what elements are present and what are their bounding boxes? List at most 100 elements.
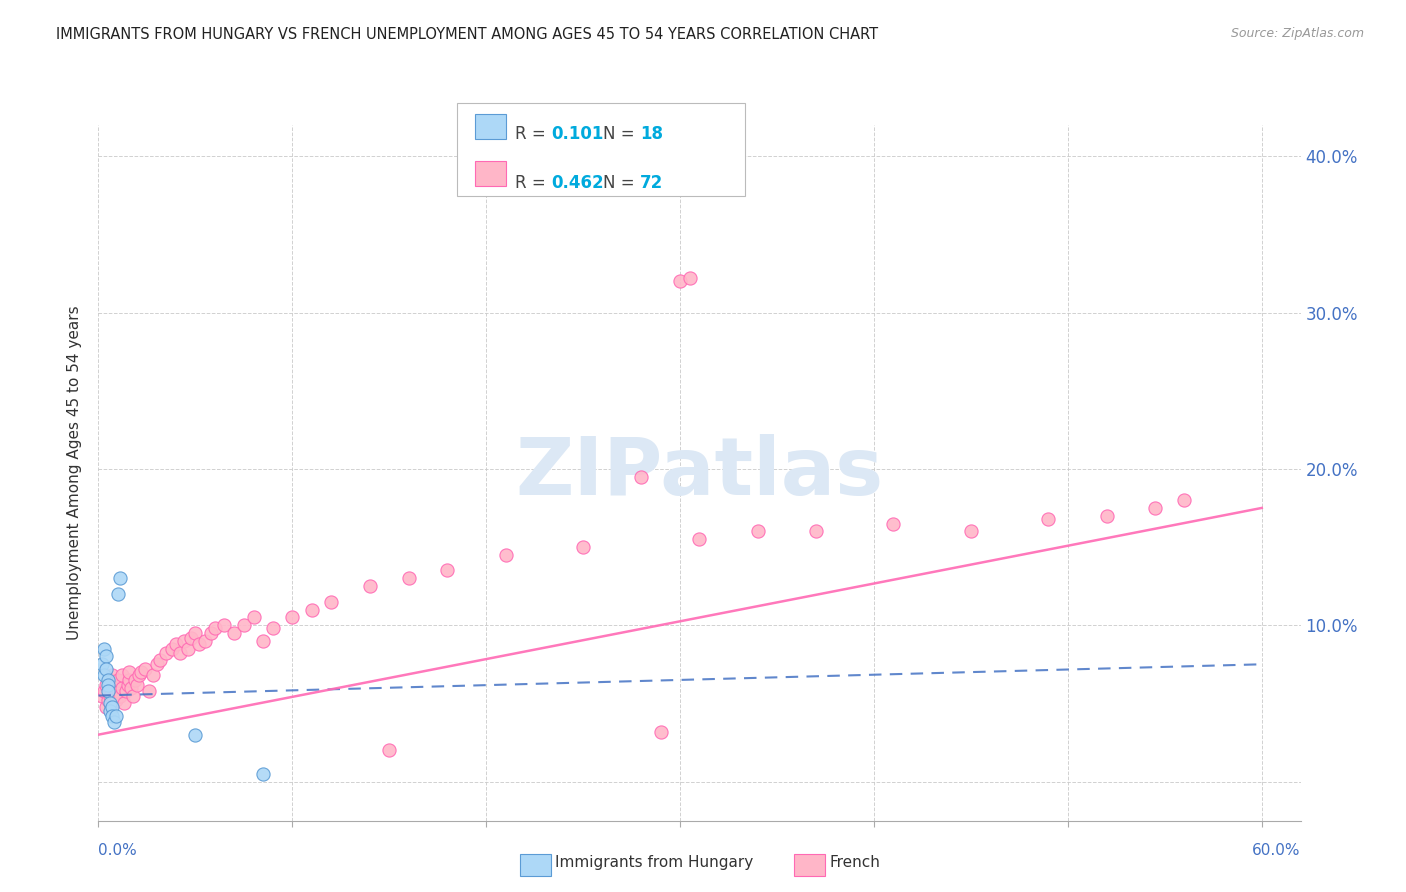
Point — [572, 540, 595, 554]
Text: N =: N = — [603, 125, 640, 143]
Point — [689, 532, 711, 546]
Point — [1038, 512, 1060, 526]
Point — [104, 693, 127, 707]
Point — [224, 626, 246, 640]
Text: Source: ZipAtlas.com: Source: ZipAtlas.com — [1230, 27, 1364, 40]
Point — [96, 649, 118, 664]
Point — [495, 548, 517, 562]
Point — [129, 665, 152, 679]
Text: R =: R = — [515, 174, 551, 192]
Point — [127, 678, 149, 692]
Point — [184, 626, 207, 640]
Point — [232, 618, 254, 632]
Point — [669, 274, 692, 288]
Point — [114, 684, 136, 698]
Point — [97, 673, 120, 687]
Point — [117, 678, 139, 692]
Point — [93, 668, 115, 682]
Point — [204, 621, 226, 635]
Point — [650, 724, 672, 739]
Text: N =: N = — [603, 174, 640, 192]
Point — [111, 681, 134, 695]
Point — [301, 602, 323, 616]
Text: 60.0%: 60.0% — [1253, 843, 1301, 858]
Point — [1173, 493, 1195, 508]
Point — [149, 652, 172, 666]
Text: 0.101: 0.101 — [551, 125, 603, 143]
Point — [120, 681, 142, 695]
Point — [93, 684, 115, 698]
Text: R =: R = — [515, 125, 551, 143]
Point — [319, 595, 342, 609]
Point — [882, 516, 904, 531]
Point — [111, 668, 134, 682]
Point — [184, 728, 207, 742]
Point — [101, 697, 124, 711]
Point — [118, 673, 141, 687]
Text: French: French — [830, 855, 880, 870]
Point — [96, 662, 118, 676]
Point — [108, 689, 131, 703]
Text: ZIPatlas: ZIPatlas — [516, 434, 883, 512]
Point — [194, 633, 217, 648]
Point — [142, 668, 165, 682]
Text: 18: 18 — [640, 125, 662, 143]
Point — [242, 610, 264, 624]
Point — [214, 618, 236, 632]
Point — [281, 610, 304, 624]
Point — [180, 631, 202, 645]
Point — [103, 715, 125, 730]
Point — [1095, 508, 1118, 523]
Point — [145, 657, 167, 672]
Point — [262, 621, 284, 635]
Point — [108, 571, 131, 585]
Point — [169, 646, 191, 660]
Point — [98, 689, 121, 703]
Point — [98, 704, 121, 718]
Point — [91, 689, 114, 703]
Point — [104, 709, 127, 723]
Point — [107, 587, 129, 601]
Point — [96, 678, 118, 692]
Point — [173, 633, 195, 648]
Point — [200, 626, 222, 640]
Point — [98, 697, 121, 711]
Point — [359, 579, 381, 593]
Point — [188, 637, 211, 651]
Text: 72: 72 — [640, 174, 664, 192]
Point — [107, 673, 129, 687]
Point — [128, 668, 150, 682]
Point — [1144, 500, 1167, 515]
Point — [176, 641, 198, 656]
Point — [101, 668, 124, 682]
Point — [112, 697, 135, 711]
Point — [160, 641, 183, 656]
Point — [252, 766, 274, 780]
Point — [679, 271, 702, 285]
Text: 0.462: 0.462 — [551, 174, 603, 192]
Y-axis label: Unemployment Among Ages 45 to 54 years: Unemployment Among Ages 45 to 54 years — [67, 305, 83, 640]
Point — [97, 693, 120, 707]
Point — [960, 524, 983, 539]
Point — [101, 709, 124, 723]
Text: Immigrants from Hungary: Immigrants from Hungary — [555, 855, 754, 870]
Point — [97, 678, 120, 692]
Point — [101, 699, 124, 714]
Point — [398, 571, 420, 585]
Point — [138, 684, 160, 698]
Point — [118, 665, 141, 679]
Point — [98, 673, 121, 687]
Point — [107, 684, 129, 698]
Point — [93, 641, 115, 656]
Point — [252, 633, 274, 648]
Point — [103, 681, 125, 695]
Point — [155, 646, 177, 660]
Point — [804, 524, 827, 539]
Point — [436, 564, 458, 578]
Point — [124, 673, 146, 687]
Point — [747, 524, 769, 539]
Point — [96, 699, 118, 714]
Point — [122, 689, 145, 703]
Point — [97, 684, 120, 698]
Point — [91, 657, 114, 672]
